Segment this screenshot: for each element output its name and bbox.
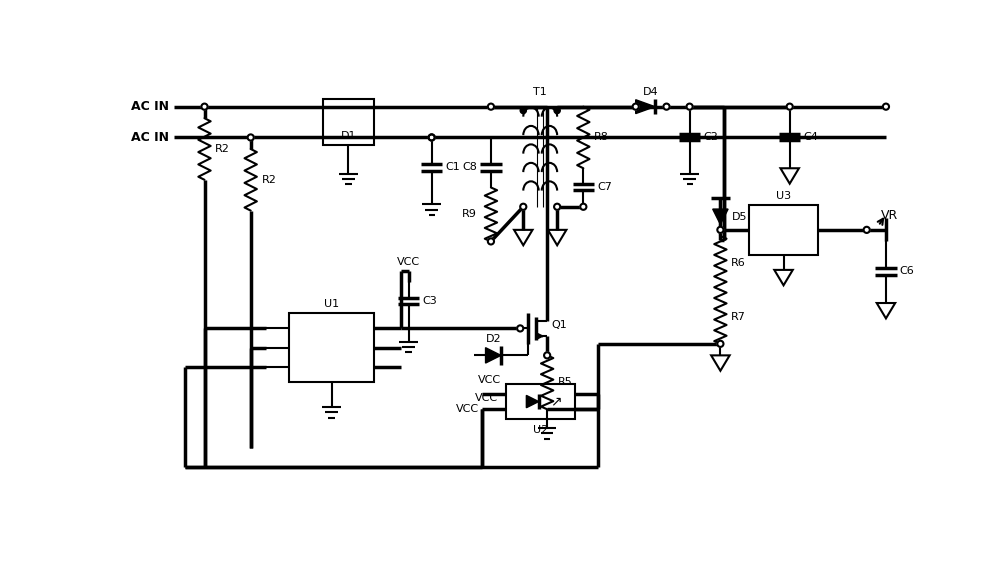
Circle shape [554, 204, 560, 210]
Circle shape [787, 103, 793, 110]
Text: R9: R9 [462, 210, 477, 219]
Text: R7: R7 [731, 312, 746, 322]
Text: C3: C3 [422, 296, 437, 306]
Text: C2: C2 [703, 132, 718, 141]
Text: U2: U2 [533, 425, 548, 435]
Circle shape [201, 103, 208, 110]
Polygon shape [636, 100, 655, 114]
Text: Q1: Q1 [551, 320, 567, 329]
Circle shape [517, 325, 523, 332]
Circle shape [488, 239, 494, 244]
Text: C8: C8 [462, 162, 477, 173]
Text: C4: C4 [804, 132, 818, 141]
Text: U3: U3 [776, 191, 791, 202]
Text: VCC: VCC [397, 257, 420, 267]
Circle shape [883, 103, 889, 110]
Circle shape [520, 204, 526, 210]
Text: D1: D1 [341, 131, 356, 141]
Circle shape [488, 103, 494, 110]
Circle shape [520, 107, 526, 114]
Text: D2: D2 [485, 334, 501, 344]
Polygon shape [486, 348, 501, 363]
Text: VCC: VCC [478, 375, 501, 385]
Text: R6: R6 [731, 258, 746, 268]
Text: R8: R8 [594, 132, 609, 143]
Bar [749, 205, 818, 255]
Text: VR: VR [881, 209, 898, 222]
Text: T1: T1 [533, 87, 547, 98]
Circle shape [687, 103, 693, 110]
Circle shape [633, 103, 639, 110]
Polygon shape [713, 209, 728, 224]
Text: C7: C7 [597, 182, 612, 192]
Circle shape [544, 352, 550, 358]
Bar [506, 384, 575, 419]
Text: D5: D5 [732, 212, 747, 222]
Text: D4: D4 [643, 87, 659, 98]
Circle shape [864, 227, 870, 233]
Circle shape [429, 135, 435, 140]
Circle shape [663, 103, 670, 110]
Text: AC IN: AC IN [131, 131, 169, 144]
Text: VCC: VCC [475, 392, 498, 403]
Text: VCC: VCC [455, 404, 479, 414]
Text: R2: R2 [215, 144, 230, 154]
Text: ↗: ↗ [550, 395, 561, 408]
Polygon shape [526, 395, 539, 408]
Circle shape [429, 135, 435, 140]
Bar [289, 313, 374, 382]
Circle shape [554, 107, 560, 114]
Text: U1: U1 [324, 299, 339, 309]
Text: R5: R5 [558, 377, 573, 387]
Text: C6: C6 [900, 266, 915, 277]
Circle shape [717, 341, 723, 347]
Text: C1: C1 [446, 162, 460, 173]
Bar [323, 99, 374, 145]
Text: AC IN: AC IN [131, 100, 169, 113]
Circle shape [248, 135, 254, 140]
Circle shape [580, 204, 586, 210]
Circle shape [717, 227, 723, 233]
Text: R2: R2 [261, 175, 276, 185]
